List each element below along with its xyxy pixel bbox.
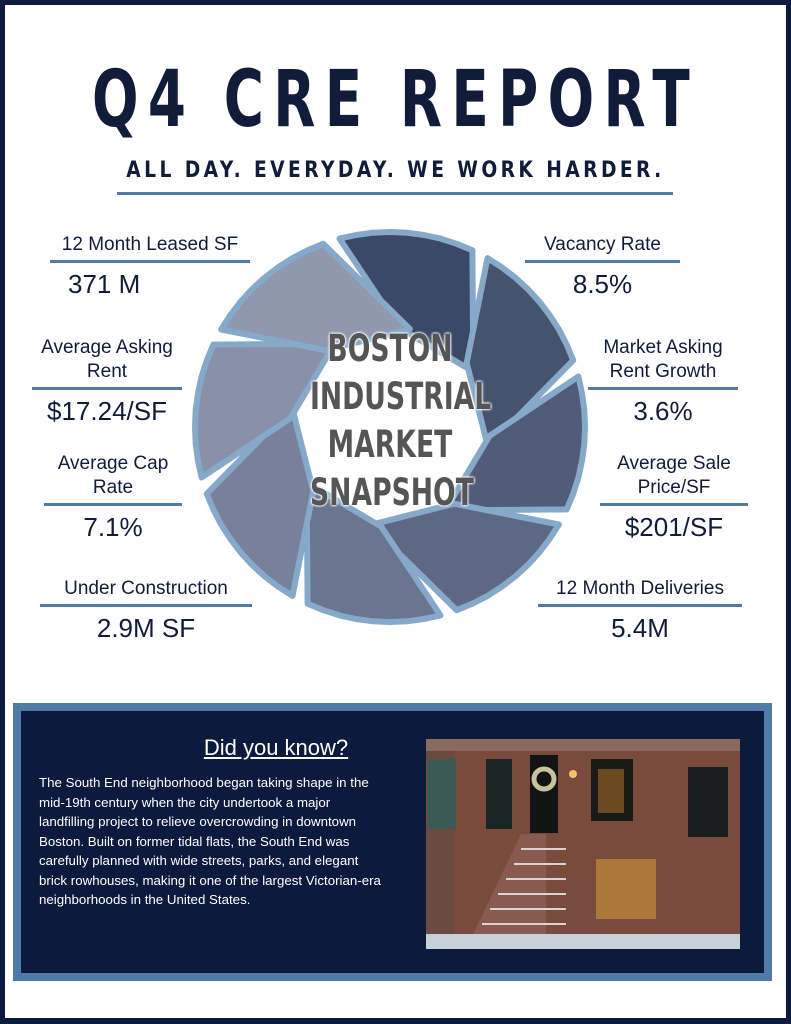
stat-label: Market Asking Rent Growth <box>588 336 738 390</box>
snapshot-line: INDUSTRIAL <box>310 375 492 418</box>
aperture-blade <box>442 373 588 514</box>
aperture-graphic <box>192 229 588 625</box>
stat-asking-rent: Average Asking Rent $17.24/SF <box>32 336 182 427</box>
tagline-underline <box>117 192 673 195</box>
aperture-blade <box>367 500 562 614</box>
stat-label: Average Cap Rate <box>44 452 182 506</box>
stat-label: Vacancy Rate <box>525 233 680 263</box>
snapshot-title: BOSTON INDUSTRIAL MARKET SNAPSHOT <box>310 325 492 517</box>
aperture-blade <box>218 240 413 354</box>
stat-value: 2.9M SF <box>96 613 196 643</box>
did-you-know-heading: Did you know? <box>203 735 349 760</box>
snapshot-line: MARKET <box>327 423 453 466</box>
stat-label: 12 Month Deliveries <box>538 577 742 607</box>
aperture-blade <box>303 479 444 625</box>
stat-label: 12 Month Leased SF <box>50 233 250 263</box>
snapshot-line: BOSTON <box>327 327 453 370</box>
aperture-blade <box>336 229 477 375</box>
stat-value: 8.5% <box>572 269 633 299</box>
stat-label: Under Construction <box>40 577 252 607</box>
did-you-know-body: The South End neighborhood began taking … <box>39 775 381 907</box>
stat-value: $17.24/SF <box>47 396 167 426</box>
stat-rent-growth: Market Asking Rent Growth 3.6% <box>588 336 738 427</box>
stat-value: 3.6% <box>633 396 693 426</box>
stat-leased-sf: 12 Month Leased SF 371 M <box>50 233 250 300</box>
stat-under-construction: Under Construction 2.9M SF <box>40 577 252 644</box>
stat-cap-rate: Average Cap Rate 7.1% <box>44 452 182 543</box>
aperture-blade <box>463 255 577 450</box>
rowhouse-photo <box>426 739 740 949</box>
snapshot-line: SNAPSHOT <box>310 471 474 514</box>
stat-value: $201/SF <box>624 512 724 542</box>
stat-label: Average Sale Price/SF <box>600 452 748 506</box>
tagline: ALL DAY. EVERYDAY. WE WORK HARDER. <box>126 158 665 183</box>
stat-deliveries: 12 Month Deliveries 5.4M <box>538 577 742 644</box>
did-you-know-panel: Did you know? The South End neighborhood… <box>13 703 772 981</box>
stat-vacancy-rate: Vacancy Rate 8.5% <box>525 233 680 300</box>
stat-value: 371 M <box>68 269 141 299</box>
aperture-blade <box>203 404 317 599</box>
stat-value: 7.1% <box>83 512 143 542</box>
stat-sale-price: Average Sale Price/SF $201/SF <box>600 452 748 543</box>
stat-value: 5.4M <box>611 613 669 643</box>
aperture-blade <box>192 340 338 481</box>
report-title: Q4 CRE REPORT <box>91 55 700 145</box>
stat-label: Average Asking Rent <box>32 336 182 390</box>
